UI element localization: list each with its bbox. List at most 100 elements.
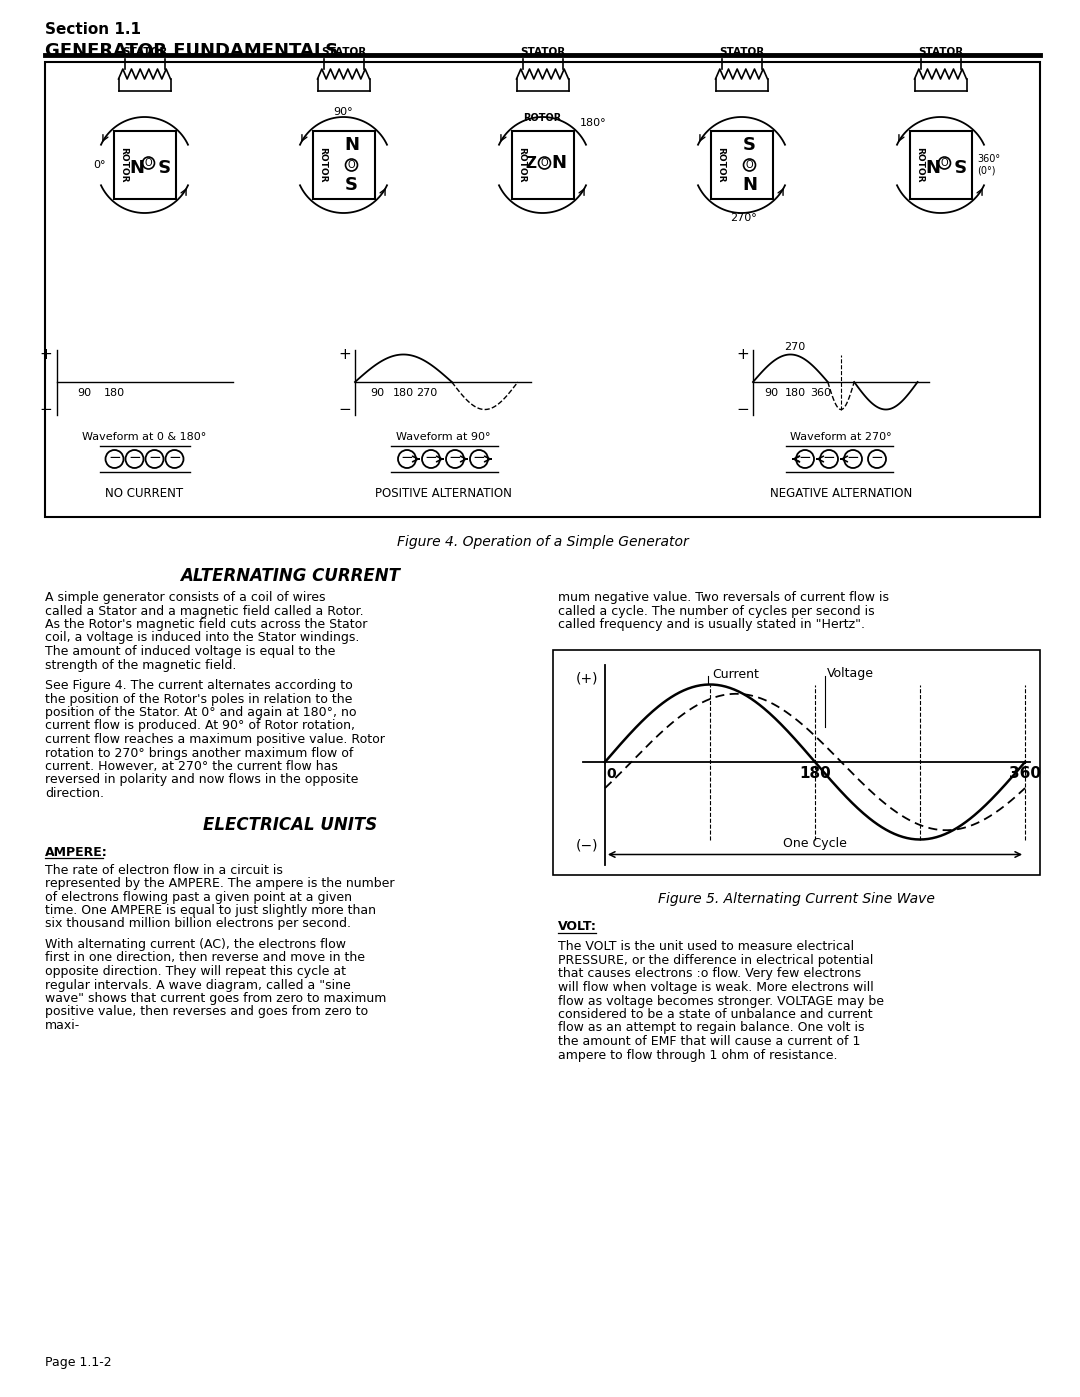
- Text: −: −: [401, 450, 414, 465]
- Text: 180: 180: [392, 388, 414, 398]
- Text: See Figure 4. The current alternates according to: See Figure 4. The current alternates acc…: [45, 679, 353, 692]
- Text: 270: 270: [784, 341, 806, 352]
- Text: 90: 90: [764, 388, 778, 398]
- Text: Figure 4. Operation of a Simple Generator: Figure 4. Operation of a Simple Generato…: [396, 535, 688, 549]
- Text: STATOR: STATOR: [918, 47, 963, 57]
- Text: −: −: [148, 450, 161, 465]
- Circle shape: [346, 159, 357, 170]
- Text: The VOLT is the unit used to measure electrical: The VOLT is the unit used to measure ele…: [558, 940, 854, 954]
- Text: O: O: [941, 158, 948, 168]
- Circle shape: [143, 156, 154, 169]
- Text: With alternating current (AC), the electrons flow: With alternating current (AC), the elect…: [45, 937, 346, 951]
- Text: positive value, then reverses and goes from zero to: positive value, then reverses and goes f…: [45, 1006, 368, 1018]
- Text: N: N: [345, 136, 359, 154]
- Text: current. However, at 270° the current flow has: current. However, at 270° the current fl…: [45, 760, 338, 773]
- Bar: [512, 131, 573, 198]
- Text: −: −: [798, 450, 811, 465]
- Text: 270°: 270°: [730, 212, 757, 224]
- Text: The rate of electron flow in a circuit is: The rate of electron flow in a circuit i…: [45, 863, 283, 876]
- Text: that causes electrons :o flow. Very few electrons: that causes electrons :o flow. Very few …: [558, 968, 861, 981]
- Text: ROTOR: ROTOR: [524, 113, 562, 123]
- Text: −: −: [473, 450, 485, 465]
- Text: rotation to 270° brings another maximum flow of: rotation to 270° brings another maximum …: [45, 746, 353, 760]
- Circle shape: [399, 450, 416, 468]
- Text: STATOR: STATOR: [122, 47, 167, 57]
- Text: Waveform at 90°: Waveform at 90°: [395, 432, 490, 441]
- Bar: [113, 131, 175, 198]
- Circle shape: [106, 450, 123, 468]
- Text: 180: 180: [799, 766, 831, 781]
- Text: ROTOR: ROTOR: [517, 147, 526, 183]
- Text: ampere to flow through 1 ohm of resistance.: ampere to flow through 1 ohm of resistan…: [558, 1049, 837, 1062]
- Text: GENERATOR FUNDAMENTALS: GENERATOR FUNDAMENTALS: [45, 42, 338, 60]
- Text: wave" shows that current goes from zero to maximum: wave" shows that current goes from zero …: [45, 992, 387, 1004]
- Circle shape: [165, 450, 184, 468]
- Text: Waveform at 0 & 180°: Waveform at 0 & 180°: [82, 432, 206, 441]
- Text: the position of the Rotor's poles in relation to the: the position of the Rotor's poles in rel…: [45, 693, 352, 705]
- Text: Waveform at 270°: Waveform at 270°: [791, 432, 892, 441]
- Text: 180: 180: [784, 388, 806, 398]
- Text: −: −: [847, 450, 860, 465]
- Text: will flow when voltage is weak. More electrons will: will flow when voltage is weak. More ele…: [558, 981, 874, 995]
- Text: flow as an attempt to regain balance. One volt is: flow as an attempt to regain balance. On…: [558, 1021, 864, 1035]
- Bar: [553, 650, 1040, 875]
- Circle shape: [796, 450, 814, 468]
- Text: −: −: [870, 450, 883, 465]
- Text: As the Rotor's magnetic field cuts across the Stator: As the Rotor's magnetic field cuts acros…: [45, 617, 367, 631]
- Text: One Cycle: One Cycle: [783, 837, 847, 851]
- Circle shape: [539, 156, 551, 169]
- Text: −: −: [823, 450, 835, 465]
- Text: VOLT:: VOLT:: [558, 921, 597, 933]
- Text: Voltage: Voltage: [827, 668, 874, 680]
- Circle shape: [422, 450, 440, 468]
- Text: 360: 360: [810, 388, 832, 398]
- Text: Figure 5. Alternating Current Sine Wave: Figure 5. Alternating Current Sine Wave: [658, 893, 935, 907]
- Circle shape: [125, 450, 144, 468]
- Text: N: N: [923, 154, 939, 172]
- Bar: [45, 61, 1040, 517]
- Circle shape: [843, 450, 862, 468]
- Text: ROTOR: ROTOR: [716, 147, 725, 183]
- Text: 90: 90: [78, 388, 92, 398]
- Text: NEGATIVE ALTERNATION: NEGATIVE ALTERNATION: [770, 488, 913, 500]
- Bar: [711, 131, 772, 198]
- Text: O: O: [541, 158, 549, 168]
- Text: flow as voltage becomes stronger. VOLTAGE may be: flow as voltage becomes stronger. VOLTAG…: [558, 995, 885, 1007]
- Text: +: +: [338, 346, 351, 362]
- Text: position of the Stator. At 0° and again at 180°, no: position of the Stator. At 0° and again …: [45, 705, 356, 719]
- Text: Z: Z: [525, 155, 536, 170]
- Text: −: −: [737, 402, 750, 416]
- Text: Page 1.1-2: Page 1.1-2: [45, 1356, 111, 1369]
- Text: −: −: [168, 450, 180, 465]
- Text: ALTERNATING CURRENT: ALTERNATING CURRENT: [180, 567, 400, 585]
- Text: −: −: [448, 450, 461, 465]
- Text: 360: 360: [1009, 766, 1041, 781]
- Circle shape: [820, 450, 838, 468]
- Text: ROTOR: ROTOR: [119, 147, 129, 183]
- Text: S: S: [345, 176, 357, 194]
- Text: ELECTRICAL UNITS: ELECTRICAL UNITS: [203, 816, 377, 834]
- Text: A simple generator consists of a coil of wires: A simple generator consists of a coil of…: [45, 591, 325, 604]
- Text: N: N: [742, 176, 757, 194]
- Text: +: +: [737, 346, 750, 362]
- Text: maxi-: maxi-: [45, 1018, 80, 1032]
- Text: O: O: [745, 161, 754, 170]
- Text: NO CURRENT: NO CURRENT: [106, 488, 184, 500]
- Text: +: +: [40, 346, 53, 362]
- Text: direction.: direction.: [45, 787, 104, 800]
- Text: −: −: [40, 402, 53, 416]
- Text: S: S: [743, 136, 756, 154]
- Circle shape: [470, 450, 488, 468]
- Circle shape: [868, 450, 886, 468]
- Circle shape: [939, 156, 950, 169]
- Text: −: −: [108, 450, 121, 465]
- Text: −: −: [129, 450, 140, 465]
- Text: (+): (+): [576, 672, 598, 686]
- Circle shape: [446, 450, 464, 468]
- Text: mum negative value. Two reversals of current flow is: mum negative value. Two reversals of cur…: [558, 591, 889, 604]
- Text: S: S: [951, 154, 966, 172]
- Text: strength of the magnetic field.: strength of the magnetic field.: [45, 658, 237, 672]
- Text: reversed in polarity and now flows in the opposite: reversed in polarity and now flows in th…: [45, 774, 359, 787]
- Text: first in one direction, then reverse and move in the: first in one direction, then reverse and…: [45, 951, 365, 964]
- Text: called a Stator and a magnetic field called a Rotor.: called a Stator and a magnetic field cal…: [45, 605, 364, 617]
